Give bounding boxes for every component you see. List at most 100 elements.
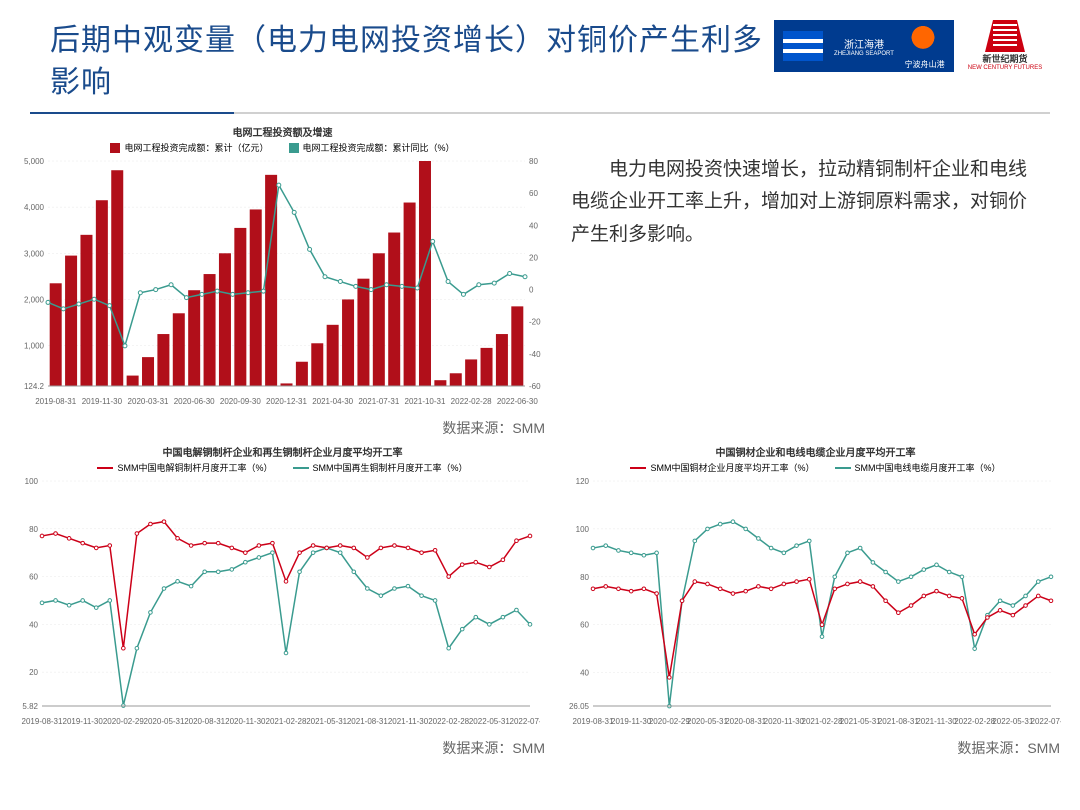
header: 后期中观变量（电力电网投资增长）对铜价产生利多影响 浙江海港 ZHEJIANG …	[0, 0, 1080, 112]
chart2-plot: 204060801005.822019-08-312019-11-302020-…	[10, 476, 540, 736]
chart2-legend-red: SMM中国电解铜制杆月度开工率（%）	[97, 461, 272, 474]
svg-text:2020-02-29: 2020-02-29	[649, 717, 690, 726]
svg-text:2022-07-31: 2022-07-31	[510, 717, 540, 726]
logo-group: 浙江海港 ZHEJIANG SEAPORT 宁波舟山港 新世纪期货 NEW CE…	[774, 20, 1050, 72]
svg-text:60: 60	[29, 573, 38, 582]
logo-nc-en: NEW CENTURY FUTURES	[960, 65, 1050, 71]
svg-text:80: 80	[580, 573, 589, 582]
svg-text:-20: -20	[529, 318, 541, 327]
svg-text:2020-11-30: 2020-11-30	[225, 717, 266, 726]
chart1-container: 电网工程投资额及增速 电网工程投资完成额：累计（亿元） 电网工程投资完成额：累计…	[10, 124, 555, 438]
svg-text:2021-07-31: 2021-07-31	[358, 397, 399, 406]
chart1-legend-line: 电网工程投资完成额：累计同比（%）	[289, 141, 455, 154]
chart1-legend-line-label: 电网工程投资完成额：累计同比（%）	[303, 141, 455, 154]
svg-text:0: 0	[529, 286, 534, 295]
page-title: 后期中观变量（电力电网投资增长）对铜价产生利多影响	[50, 20, 774, 104]
chart1-legend-bar-label: 电网工程投资完成额：累计（亿元）	[124, 141, 268, 154]
chart2-legend-teal-label: SMM中国再生铜制杆月度开工率（%）	[313, 461, 468, 474]
svg-text:2020-02-29: 2020-02-29	[103, 717, 144, 726]
svg-text:20: 20	[29, 668, 38, 677]
chart3-legend-red-label: SMM中国铜材企业月度平均开工率（%）	[650, 461, 814, 474]
svg-text:2020-03-31: 2020-03-31	[128, 397, 169, 406]
svg-text:80: 80	[29, 525, 38, 534]
logo-zj-en: ZHEJIANG SEAPORT	[834, 51, 894, 57]
sun-icon	[905, 23, 941, 59]
svg-text:40: 40	[580, 669, 589, 678]
svg-text:40: 40	[29, 620, 38, 629]
svg-text:1,000: 1,000	[24, 342, 45, 351]
svg-text:2019-11-30: 2019-11-30	[82, 397, 123, 406]
swatch-icon	[110, 143, 120, 153]
svg-text:2021-02-28: 2021-02-28	[802, 717, 843, 726]
svg-text:2,000: 2,000	[24, 295, 45, 304]
new-century-logo: 新世纪期货 NEW CENTURY FUTURES	[960, 20, 1050, 72]
svg-text:2020-09-30: 2020-09-30	[220, 397, 261, 406]
chart2-container: 中国电解铜制杆企业和再生铜制杆企业月度平均开工率 SMM中国电解铜制杆月度开工率…	[10, 444, 555, 758]
svg-text:2021-02-28: 2021-02-28	[266, 717, 307, 726]
swatch-icon	[97, 467, 113, 469]
svg-text:2021-08-31: 2021-08-31	[878, 717, 919, 726]
chart3-legend-teal: SMM中国电线电缆月度开工率（%）	[835, 461, 1001, 474]
svg-text:120: 120	[576, 477, 590, 486]
chart3-source: 数据来源：SMM	[561, 736, 1070, 758]
svg-text:2022-05-31: 2022-05-31	[469, 717, 510, 726]
svg-text:60: 60	[580, 621, 589, 630]
swatch-icon	[293, 467, 309, 469]
svg-text:60: 60	[529, 189, 538, 198]
logo-zj-port: 宁波舟山港	[905, 59, 945, 70]
chart3-container: 中国铜材企业和电线电缆企业月度平均开工率 SMM中国铜材企业月度平均开工率（%）…	[561, 444, 1070, 758]
svg-text:2021-05-31: 2021-05-31	[306, 717, 347, 726]
header-divider	[30, 112, 1050, 114]
description-text: 电力电网投资快速增长，拉动精铜制杆企业和电线电缆企业开工率上升，增加对上游铜原料…	[561, 124, 1070, 438]
zhejiang-seaport-logo: 浙江海港 ZHEJIANG SEAPORT 宁波舟山港	[774, 20, 954, 72]
svg-text:2021-11-30: 2021-11-30	[916, 717, 957, 726]
svg-text:2019-11-30: 2019-11-30	[63, 717, 104, 726]
chart3-title: 中国铜材企业和电线电缆企业月度平均开工率	[561, 444, 1070, 459]
chart2-legend: SMM中国电解铜制杆月度开工率（%） SMM中国再生铜制杆月度开工率（%）	[10, 459, 555, 476]
svg-text:2020-05-31: 2020-05-31	[687, 717, 728, 726]
svg-text:2020-06-30: 2020-06-30	[174, 397, 215, 406]
flag-icon	[783, 31, 823, 61]
svg-text:2022-05-31: 2022-05-31	[992, 717, 1033, 726]
svg-text:2022-02-28: 2022-02-28	[451, 397, 492, 406]
svg-text:-60: -60	[529, 382, 541, 391]
content-grid: 电网工程投资额及增速 电网工程投资完成额：累计（亿元） 电网工程投资完成额：累计…	[0, 124, 1080, 758]
futures-icon	[985, 20, 1025, 52]
svg-text:2020-05-31: 2020-05-31	[144, 717, 185, 726]
swatch-icon	[630, 467, 646, 469]
swatch-icon	[289, 143, 299, 153]
chart3-legend-teal-label: SMM中国电线电缆月度开工率（%）	[855, 461, 1001, 474]
svg-text:2021-08-31: 2021-08-31	[347, 717, 388, 726]
svg-text:2020-12-31: 2020-12-31	[266, 397, 307, 406]
svg-text:2020-11-30: 2020-11-30	[764, 717, 805, 726]
chart1-legend: 电网工程投资完成额：累计（亿元） 电网工程投资完成额：累计同比（%）	[10, 139, 555, 156]
svg-text:2020-08-31: 2020-08-31	[725, 717, 766, 726]
title-block: 后期中观变量（电力电网投资增长）对铜价产生利多影响	[50, 20, 774, 104]
chart3-plot: 40608010012026.052019-08-312019-11-30202…	[561, 476, 1061, 736]
svg-text:2019-08-31: 2019-08-31	[35, 397, 76, 406]
svg-text:100: 100	[576, 525, 590, 534]
chart3-legend: SMM中国铜材企业月度平均开工率（%） SMM中国电线电缆月度开工率（%）	[561, 459, 1070, 476]
chart1-source: 数据来源：SMM	[10, 416, 555, 438]
svg-text:20: 20	[529, 253, 538, 262]
svg-text:26.05: 26.05	[569, 702, 590, 711]
chart2-legend-teal: SMM中国再生铜制杆月度开工率（%）	[293, 461, 468, 474]
logo-zj-text: 浙江海港 ZHEJIANG SEAPORT	[834, 36, 894, 57]
svg-text:2022-07-31: 2022-07-31	[1031, 717, 1061, 726]
chart3-legend-red: SMM中国铜材企业月度平均开工率（%）	[630, 461, 814, 474]
svg-text:2021-11-30: 2021-11-30	[388, 717, 429, 726]
svg-text:3,000: 3,000	[24, 249, 45, 258]
svg-text:5.82: 5.82	[22, 702, 38, 711]
svg-text:2019-08-31: 2019-08-31	[573, 717, 614, 726]
svg-text:2022-06-30: 2022-06-30	[497, 397, 538, 406]
chart2-legend-red-label: SMM中国电解铜制杆月度开工率（%）	[117, 461, 272, 474]
svg-text:2019-08-31: 2019-08-31	[22, 717, 63, 726]
svg-text:5,000: 5,000	[24, 157, 45, 166]
svg-text:2021-05-31: 2021-05-31	[840, 717, 881, 726]
logo-zj-cn: 浙江海港	[834, 36, 894, 51]
svg-text:80: 80	[529, 157, 538, 166]
svg-text:2021-04-30: 2021-04-30	[312, 397, 353, 406]
chart2-source: 数据来源：SMM	[10, 736, 555, 758]
chart1-plot: 1,0002,0003,0004,0005,000124.2-60-40-200…	[10, 156, 555, 416]
chart1-legend-bar: 电网工程投资完成额：累计（亿元）	[110, 141, 268, 154]
